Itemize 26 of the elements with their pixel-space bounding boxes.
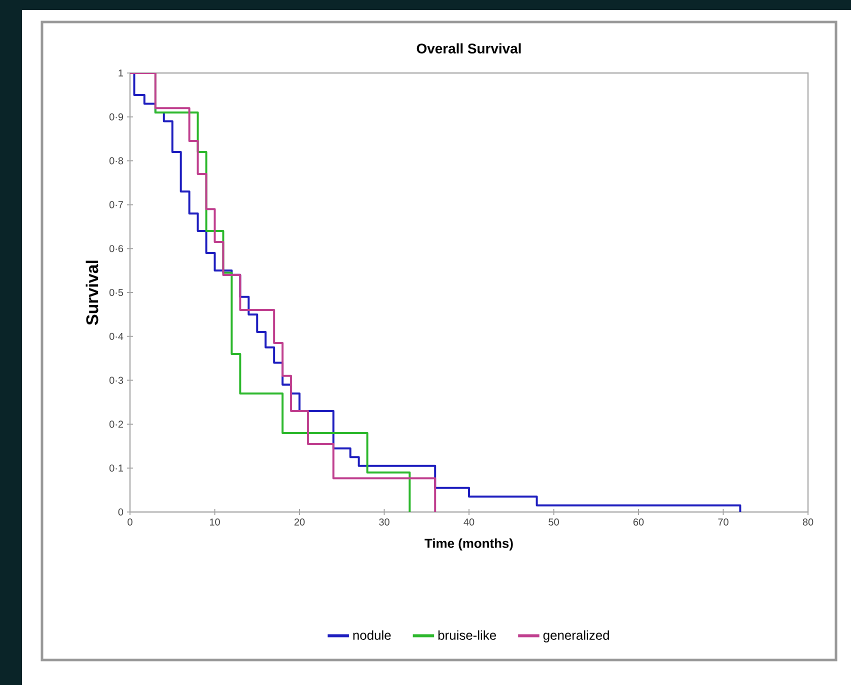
y-tick-label: 0·9 — [109, 113, 124, 120]
y-tick-label: 0·3 — [109, 376, 124, 384]
x-tick-label: 30 — [379, 518, 390, 526]
y-tick-label: 0·5 — [109, 288, 124, 296]
y-tick-label: 0 — [118, 508, 124, 516]
y-tick-label: 0·2 — [109, 420, 123, 428]
x-tick-label: 60 — [633, 518, 644, 526]
x-tick-label: 0 — [128, 518, 132, 526]
x-tick-label: 40 — [464, 518, 474, 526]
y-tick-label: 0·8 — [109, 157, 124, 164]
legend-label: bruise-like — [438, 630, 496, 640]
y-axis-title: Survival — [86, 260, 98, 325]
x-tick-label: 10 — [210, 518, 220, 526]
legend-label: nodule — [353, 630, 391, 640]
x-tick-label: 80 — [802, 518, 814, 526]
y-tick-label: 0·7 — [109, 201, 123, 208]
x-tick-label: 20 — [294, 518, 305, 526]
x-tick-label: 70 — [718, 518, 728, 526]
y-tick-label: 0·4 — [109, 332, 124, 340]
x-axis-title: Time (months) — [424, 538, 513, 550]
legend-label: generalized — [543, 630, 609, 642]
y-tick-label: 0·1 — [109, 464, 123, 472]
chart-title: Overall Survival — [416, 43, 521, 54]
x-tick-label: 50 — [548, 518, 559, 526]
y-tick-label: 1 — [118, 70, 124, 76]
y-tick-label: 0·6 — [109, 245, 124, 252]
